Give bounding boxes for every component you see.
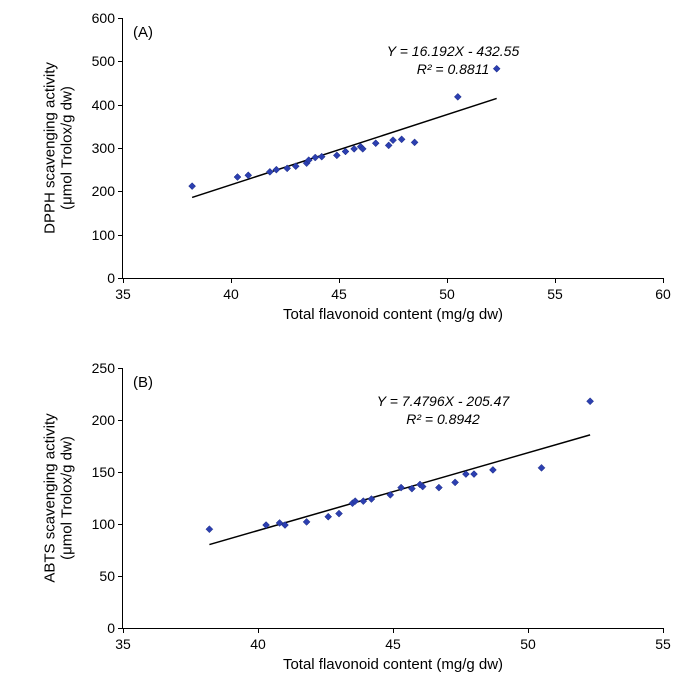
ytick-label: 300 xyxy=(92,140,115,156)
xtick xyxy=(339,278,340,283)
data-point xyxy=(398,136,405,143)
xtick-label: 40 xyxy=(250,636,266,652)
xtick xyxy=(528,628,529,633)
xlabel-a: Total flavonoid content (mg/g dw) xyxy=(283,306,503,323)
data-point xyxy=(435,484,442,491)
ytick xyxy=(118,278,123,279)
ytick xyxy=(118,148,123,149)
data-point xyxy=(385,142,392,149)
data-point xyxy=(489,466,496,473)
regression-line xyxy=(192,98,497,197)
ylabel-a: DPPH scavenging activity(μmol Trolox/g d… xyxy=(43,62,76,234)
xtick xyxy=(555,278,556,283)
xtick xyxy=(663,628,664,633)
xtick xyxy=(231,278,232,283)
ytick xyxy=(118,524,123,525)
xtick xyxy=(123,628,124,633)
xtick xyxy=(447,278,448,283)
ytick-label: 100 xyxy=(92,227,115,243)
ytick-label: 100 xyxy=(92,516,115,532)
ytick-label: 0 xyxy=(107,270,115,286)
data-point xyxy=(325,513,332,520)
xtick-label: 40 xyxy=(223,286,239,302)
xtick xyxy=(123,278,124,283)
chart-svg-a xyxy=(123,18,663,278)
ytick-label: 200 xyxy=(92,183,115,199)
figure: (A) Y = 16.192X - 432.55R² = 0.8811 Tota… xyxy=(0,0,699,690)
xtick-label: 50 xyxy=(520,636,536,652)
data-point xyxy=(234,174,241,181)
data-point xyxy=(538,464,545,471)
data-point xyxy=(333,152,340,159)
ytick xyxy=(118,576,123,577)
xtick-label: 35 xyxy=(115,286,131,302)
ylabel-b: ABTS scavenging activity(μmol Trolox/g d… xyxy=(43,413,76,582)
ytick xyxy=(118,61,123,62)
panel-b: (B) Y = 7.4796X - 205.47R² = 0.8942 Tota… xyxy=(0,350,699,698)
ytick-label: 250 xyxy=(92,360,115,376)
xtick-label: 50 xyxy=(439,286,455,302)
data-point xyxy=(372,140,379,147)
ytick xyxy=(118,628,123,629)
ytick-label: 600 xyxy=(92,10,115,26)
data-point xyxy=(266,168,273,175)
ytick-label: 50 xyxy=(99,568,115,584)
data-point xyxy=(493,65,500,72)
ytick xyxy=(118,420,123,421)
data-point xyxy=(189,183,196,190)
ytick xyxy=(118,105,123,106)
xtick xyxy=(393,628,394,633)
ytick-label: 150 xyxy=(92,464,115,480)
data-point xyxy=(351,145,358,152)
ytick-label: 0 xyxy=(107,620,115,636)
ytick xyxy=(118,235,123,236)
chart-svg-b xyxy=(123,368,663,628)
ytick xyxy=(118,472,123,473)
xtick-label: 60 xyxy=(655,286,671,302)
data-point xyxy=(390,137,397,144)
ytick-label: 200 xyxy=(92,412,115,428)
ytick-label: 500 xyxy=(92,53,115,69)
data-point xyxy=(471,471,478,478)
data-point xyxy=(273,166,280,173)
data-point xyxy=(360,498,367,505)
xtick-label: 55 xyxy=(655,636,671,652)
xtick-label: 45 xyxy=(385,636,401,652)
xlabel-b: Total flavonoid content (mg/g dw) xyxy=(283,656,503,673)
data-point xyxy=(206,526,213,533)
xtick-label: 45 xyxy=(331,286,347,302)
data-point xyxy=(452,479,459,486)
xtick xyxy=(663,278,664,283)
data-point xyxy=(336,510,343,517)
data-point xyxy=(312,154,319,161)
ytick xyxy=(118,191,123,192)
ytick xyxy=(118,18,123,19)
panel-a: (A) Y = 16.192X - 432.55R² = 0.8811 Tota… xyxy=(0,0,699,348)
plot-area-a: (A) Y = 16.192X - 432.55R² = 0.8811 Tota… xyxy=(122,18,663,279)
data-point xyxy=(411,139,418,146)
xtick-label: 35 xyxy=(115,636,131,652)
ytick-label: 400 xyxy=(92,97,115,113)
data-point xyxy=(454,93,461,100)
plot-area-b: (B) Y = 7.4796X - 205.47R² = 0.8942 Tota… xyxy=(122,368,663,629)
xtick xyxy=(258,628,259,633)
ytick xyxy=(118,368,123,369)
xtick-label: 55 xyxy=(547,286,563,302)
data-point xyxy=(303,518,310,525)
data-point xyxy=(587,398,594,405)
